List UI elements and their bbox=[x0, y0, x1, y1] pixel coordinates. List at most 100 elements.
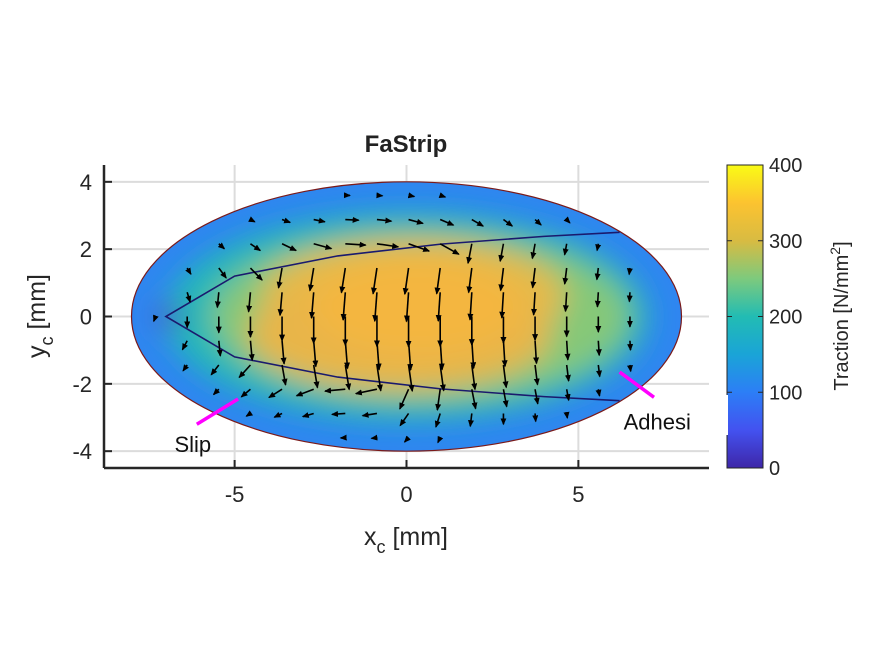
traction-vector-field bbox=[153, 192, 634, 444]
colorbar-label: Traction [N/mm2] bbox=[827, 241, 853, 390]
colorbar-label-text: Traction [N/mm bbox=[831, 255, 853, 391]
annotations: Slip Adhesi bbox=[174, 370, 691, 457]
traction-arrow bbox=[403, 435, 411, 443]
traction-arrow bbox=[468, 413, 474, 428]
traction-arrow bbox=[562, 292, 569, 313]
traction-arrow bbox=[277, 292, 284, 317]
colorbar-label-end: ] bbox=[831, 241, 853, 247]
traction-arrow bbox=[408, 243, 431, 252]
traction-arrow bbox=[354, 388, 378, 396]
colorbar bbox=[726, 164, 764, 469]
traction-arrow bbox=[181, 340, 188, 351]
annotation-pointer bbox=[195, 397, 239, 426]
traction-arrow bbox=[324, 387, 346, 394]
traction-arrow bbox=[340, 292, 347, 321]
traction-arrow bbox=[438, 192, 447, 198]
traction-arrow bbox=[210, 364, 220, 376]
traction-arrow bbox=[281, 243, 297, 252]
colorbar-tick-label: 200 bbox=[769, 307, 802, 329]
traction-arrow bbox=[309, 292, 316, 320]
traction-arrow bbox=[595, 340, 602, 357]
x-axis-label-sub: c bbox=[377, 537, 386, 557]
traction-arrow bbox=[361, 411, 378, 418]
traction-arrow bbox=[281, 364, 288, 386]
traction-arrow bbox=[280, 340, 287, 365]
y-axis-label-unit: [mm] bbox=[23, 274, 51, 337]
traction-arrow bbox=[533, 340, 540, 365]
x-axis-label: xc [mm] bbox=[364, 523, 448, 557]
y-tick-labels: -4 -2 0 2 4 bbox=[72, 170, 92, 464]
right-clip-mask bbox=[726, 395, 728, 435]
traction-arrow bbox=[216, 340, 223, 357]
traction-arrow bbox=[594, 292, 601, 308]
traction-arrow bbox=[434, 413, 441, 428]
traction-arrow bbox=[595, 389, 602, 397]
traction-arrow bbox=[246, 292, 253, 313]
axes bbox=[102, 165, 709, 470]
traction-arrow bbox=[439, 243, 460, 255]
traction-arrow bbox=[370, 434, 378, 441]
x-tick-labels: -5 0 5 bbox=[225, 482, 585, 507]
traction-arrow bbox=[626, 292, 633, 303]
traction-arrow bbox=[531, 292, 538, 316]
traction-arrow bbox=[313, 243, 333, 250]
traction-arrow bbox=[564, 364, 571, 382]
y-tick-label: 4 bbox=[80, 170, 92, 195]
traction-arrow bbox=[268, 388, 283, 399]
traction-arrow bbox=[596, 364, 602, 378]
traction-arrow bbox=[466, 267, 473, 294]
traction-arrow bbox=[562, 267, 569, 285]
slip-adhesion-boundary bbox=[164, 231, 620, 402]
traction-arrow bbox=[564, 340, 571, 361]
traction-arrow bbox=[626, 267, 633, 276]
traction-arrow bbox=[330, 410, 346, 417]
traction-arrow bbox=[533, 389, 540, 405]
x-tick-label: 0 bbox=[400, 482, 412, 507]
traction-arrow bbox=[439, 218, 455, 226]
traction-arrow bbox=[530, 243, 537, 260]
traction-arrow bbox=[313, 217, 326, 224]
annotation-adhesion: Adhesi bbox=[624, 409, 691, 434]
traction-arrow bbox=[408, 218, 424, 225]
traction-arrow bbox=[403, 292, 410, 323]
traction-arrow bbox=[238, 364, 252, 379]
y-tick-label: 2 bbox=[80, 237, 92, 262]
traction-arrow bbox=[434, 267, 441, 295]
traction-arrow bbox=[153, 314, 159, 323]
contact-patch-outline bbox=[130, 181, 683, 452]
y-tick-label: -4 bbox=[72, 439, 92, 464]
traction-arrow bbox=[185, 267, 192, 275]
traction-arrow bbox=[435, 389, 442, 412]
colorbar-tick-label: 0 bbox=[769, 458, 780, 480]
traction-arrow bbox=[562, 243, 569, 256]
traction-arrow bbox=[248, 340, 255, 362]
y-axis-label-base: y bbox=[23, 345, 51, 358]
traction-arrow bbox=[532, 413, 539, 423]
traction-arrow bbox=[312, 340, 319, 368]
annotation-slip: Slip bbox=[174, 432, 211, 457]
x-tick-label: 5 bbox=[572, 482, 584, 507]
traction-arrow bbox=[534, 218, 542, 226]
traction-arrow bbox=[218, 267, 227, 279]
traction-arrow bbox=[339, 267, 347, 294]
traction-arrow bbox=[467, 292, 474, 321]
traction-arrow bbox=[182, 364, 189, 372]
traction-arrow bbox=[372, 292, 379, 323]
traction-arrow bbox=[564, 389, 571, 402]
y-tick-label: -2 bbox=[72, 372, 92, 397]
traction-arrow bbox=[345, 241, 367, 248]
annotation-pointer bbox=[618, 370, 656, 399]
y-tick-label: 0 bbox=[80, 305, 92, 330]
traction-arrow bbox=[501, 340, 508, 368]
traction-arrow bbox=[563, 216, 571, 224]
colorbar-label-sup: 2 bbox=[827, 247, 843, 255]
traction-arrow bbox=[435, 292, 442, 323]
traction-arrow bbox=[466, 243, 473, 265]
traction-arrow bbox=[437, 435, 444, 444]
y-axis-label: yc [mm] bbox=[23, 274, 57, 358]
traction-arrow bbox=[371, 267, 378, 295]
traction-arrow bbox=[217, 242, 226, 250]
colorbar-ticks: 0 100 200 300 400 bbox=[727, 155, 802, 480]
traction-arrow bbox=[407, 192, 416, 199]
